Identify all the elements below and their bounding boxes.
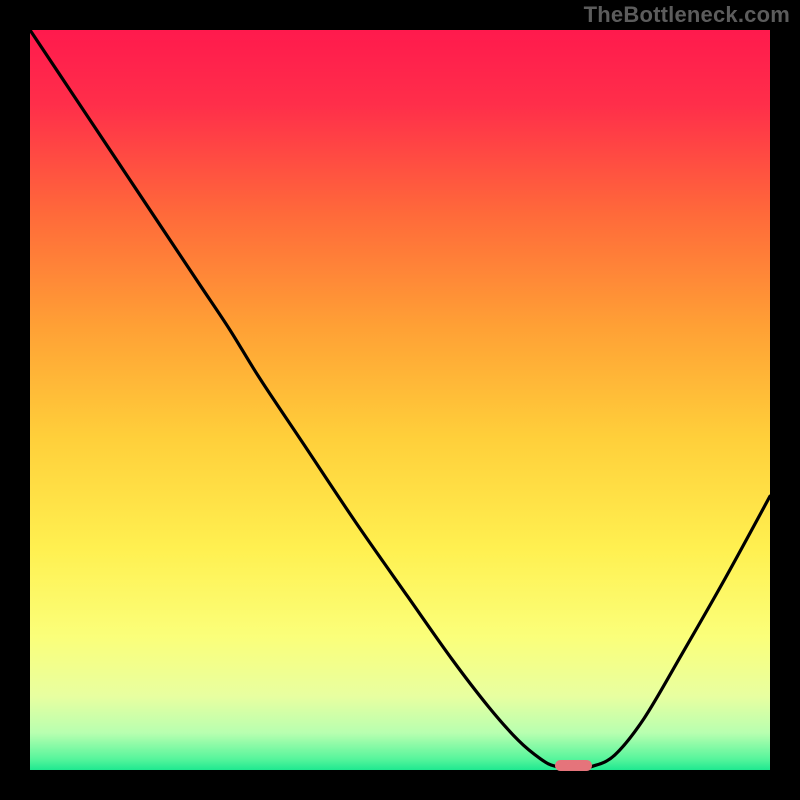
curve-path [30, 30, 770, 768]
watermark-text: TheBottleneck.com [584, 2, 790, 28]
plot-area [30, 30, 770, 770]
chart-container: TheBottleneck.com [0, 0, 800, 800]
bottleneck-curve [30, 30, 770, 770]
optimum-marker [555, 760, 592, 772]
